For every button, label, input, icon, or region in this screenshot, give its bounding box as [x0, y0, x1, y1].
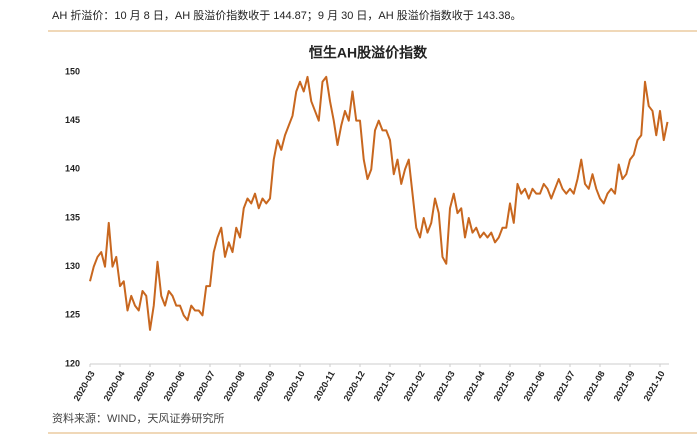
note: AH 折溢价：10 月 8 日，AH 股溢价指数收于 144.87；9 月 30…	[52, 8, 521, 22]
y-tick-label: 150	[65, 66, 80, 76]
x-tick-label: 2020-06	[162, 369, 187, 403]
y-tick-label: 125	[65, 310, 80, 320]
x-tick-label: 2021-09	[612, 369, 637, 403]
x-tick-label: 2020-07	[192, 369, 217, 403]
x-tick-label: 2020-04	[102, 369, 127, 403]
x-tick-label: 2020-09	[252, 369, 277, 403]
x-tick-label: 2021-05	[492, 369, 517, 403]
x-tick-label: 2021-07	[552, 369, 577, 403]
x-tick-label: 2021-10	[642, 369, 667, 403]
x-tick-label: 2021-08	[582, 369, 607, 403]
series-line	[89, 75, 669, 331]
y-tick-label: 140	[65, 164, 80, 174]
y-tick-label: 130	[65, 261, 80, 271]
x-tick-label: 2020-10	[282, 369, 307, 403]
y-tick-label: 120	[65, 358, 80, 368]
x-tick-label: 2021-01	[372, 369, 397, 403]
x-tick-label: 2020-05	[132, 369, 157, 403]
x-tick-label: 2020-12	[342, 369, 367, 403]
x-tick-label: 2020-11	[312, 369, 337, 402]
chart-title: 恒生AH股溢价指数	[309, 45, 428, 61]
x-tick-label: 2021-02	[402, 369, 427, 403]
x-tick-label: 2021-03	[432, 369, 457, 403]
y-tick-label: 135	[65, 212, 80, 222]
source: 资料来源：WIND，天风证券研究所	[52, 411, 224, 425]
y-tick-label: 145	[65, 115, 80, 125]
x-tick-label: 2020-03	[72, 369, 97, 403]
x-tick-label: 2021-06	[522, 369, 547, 403]
x-tick-label: 2020-08	[222, 369, 247, 403]
x-tick-label: 2021-04	[462, 369, 487, 403]
